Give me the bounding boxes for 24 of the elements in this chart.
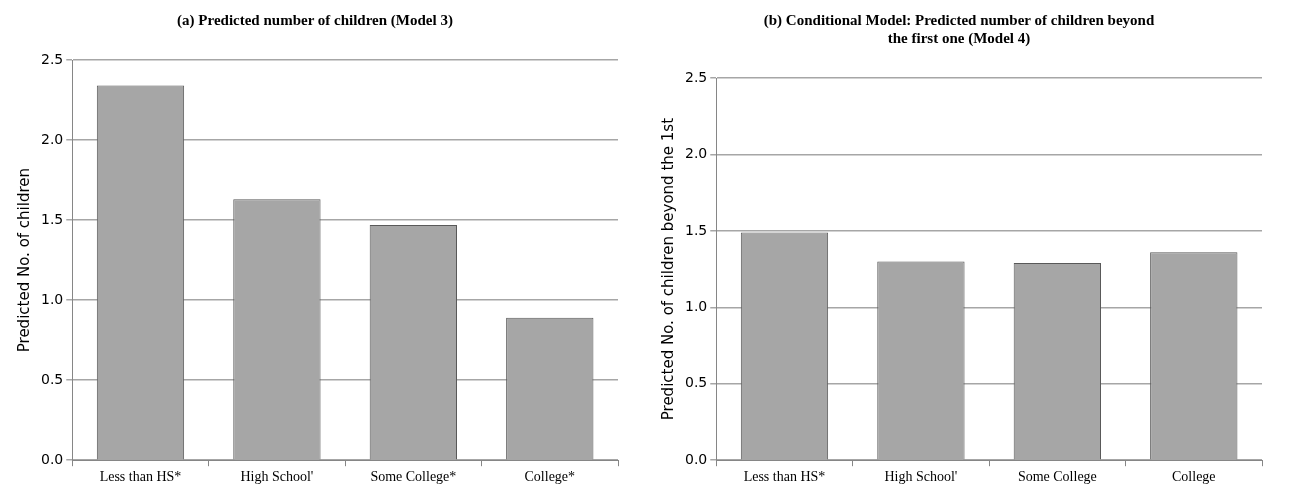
y-tick-label: 0.5 [41, 370, 64, 387]
y-tick-label: 1.5 [41, 210, 64, 227]
y-tick-label: 1.0 [41, 290, 64, 307]
y-tick-label: 2.5 [685, 68, 708, 85]
y-axis-title: Predicted No. of children beyond the 1st [658, 117, 677, 421]
y-tick-label: 1.5 [685, 221, 708, 238]
x-tick-label: Less than HS* [743, 469, 826, 485]
x-tick-label: Some College* [370, 469, 457, 485]
chart-title: (a) Predicted number of children (Model 3) [177, 11, 453, 29]
y-tick-label: 1.0 [685, 297, 708, 314]
y-tick-label: 2.5 [41, 50, 64, 67]
y-axis-title: Predicted No. of children [14, 167, 33, 353]
x-tick-label: High School' [240, 469, 314, 485]
x-tick-label: College [1172, 469, 1216, 485]
x-tick-label: College* [524, 469, 576, 485]
x-tick-label: High School' [884, 469, 958, 485]
y-tick-label: 2.0 [41, 130, 64, 147]
x-tick-label: Less than HS* [99, 469, 182, 485]
y-tick-label: 0.0 [41, 450, 64, 467]
y-tick-label: 0.5 [685, 374, 708, 391]
y-tick-label: 0.0 [685, 450, 708, 467]
chart-title: (b) Conditional Model: Predicted number of children beyond the first one (Model 4) [763, 11, 1155, 47]
y-tick-label: 2.0 [685, 145, 708, 162]
x-tick-label: Some College [1017, 469, 1097, 485]
